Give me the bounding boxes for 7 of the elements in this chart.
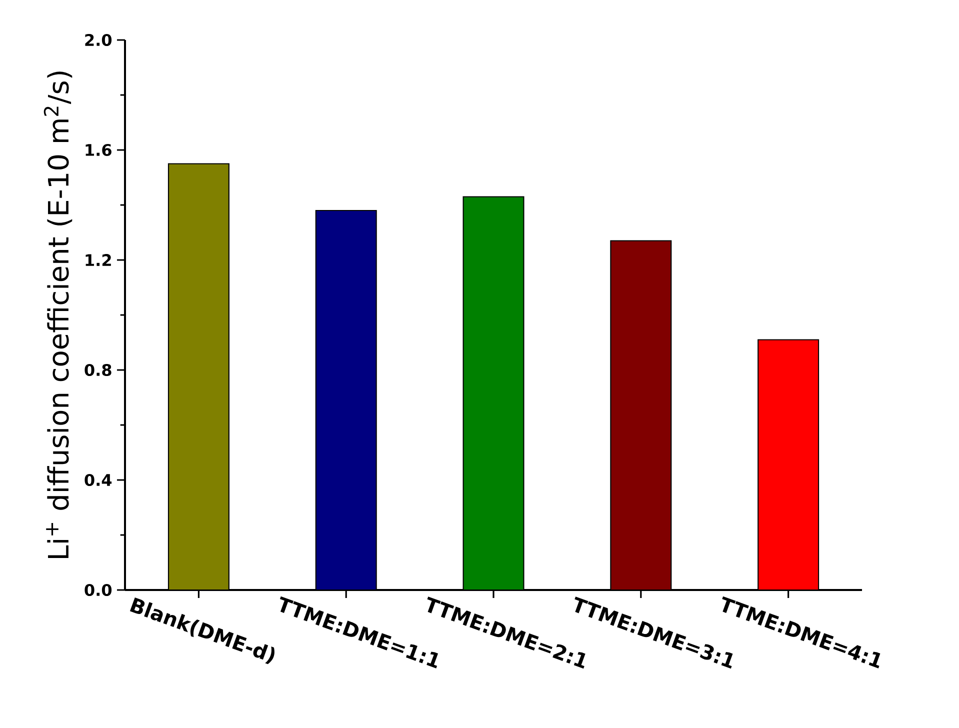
y-axis-title: Li$^{+}$ diffusion coefficient (E-10 m$^{2}$/s): [44, 72, 72, 558]
y-tick-label: 1.6: [86, 144, 112, 156]
y-tick-label: 0.4: [84, 474, 112, 486]
y-tick-label: 1.2: [86, 254, 111, 266]
y-tick-label: 0.8: [84, 364, 112, 376]
y-tick-label: 0.0: [84, 584, 112, 596]
y-tick-label: 2.0: [85, 34, 112, 46]
